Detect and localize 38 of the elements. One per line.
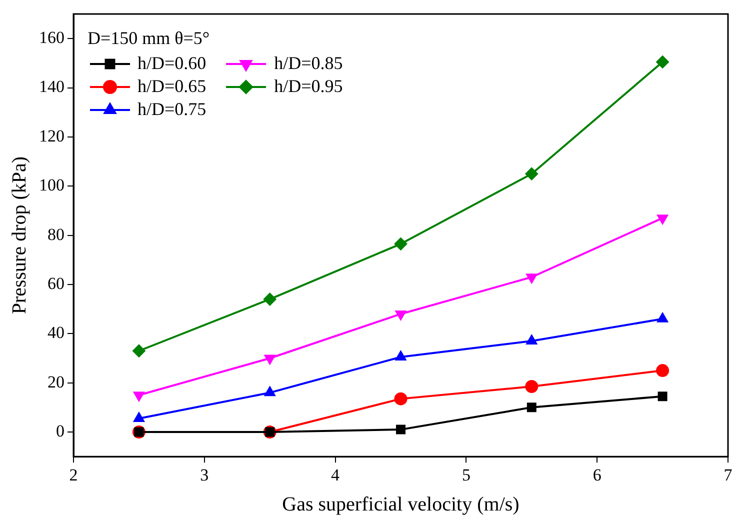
y-tick-label: 120 xyxy=(39,126,64,146)
x-axis-title: Gas superficial velocity (m/s) xyxy=(282,493,520,516)
x-tick-label: 6 xyxy=(592,465,602,484)
y-tick-label: 160 xyxy=(39,28,64,48)
point xyxy=(656,55,670,68)
x-tick-label: 7 xyxy=(724,465,733,484)
point xyxy=(525,167,538,180)
y-tick-label: 100 xyxy=(39,176,64,195)
point xyxy=(526,334,538,345)
point xyxy=(394,392,408,406)
x-tick-label: 5 xyxy=(462,465,470,484)
legend-label: h/D=0.60 xyxy=(138,53,206,74)
point xyxy=(394,237,408,250)
point xyxy=(263,292,276,306)
point xyxy=(656,364,670,378)
x-tick-label: 4 xyxy=(331,465,340,484)
point xyxy=(132,344,146,358)
point xyxy=(525,380,538,394)
y-tick-label: 60 xyxy=(48,274,64,293)
legend-label: h/D=0.85 xyxy=(274,53,343,74)
y-tick-label: 0 xyxy=(56,421,64,440)
y-axis-title: Pressure drop (kPa) xyxy=(8,156,30,314)
legend-title: D=150 mm θ=5° xyxy=(88,28,211,49)
point xyxy=(395,310,406,320)
point xyxy=(526,402,536,412)
x-tick-label: 3 xyxy=(200,465,209,484)
y-tick-label: 20 xyxy=(48,372,64,392)
y-tick-label: 80 xyxy=(48,224,64,244)
legend-label: h/D=0.75 xyxy=(138,99,206,120)
point xyxy=(395,350,406,361)
y-tick-label: 140 xyxy=(39,77,64,96)
y-tick-label: 40 xyxy=(48,323,64,342)
point xyxy=(396,424,406,434)
point xyxy=(264,386,276,396)
legend-label: h/D=0.65 xyxy=(138,76,206,97)
x-tick-label: 2 xyxy=(69,465,78,484)
legend-label: h/D=0.95 xyxy=(274,76,343,97)
point xyxy=(658,392,668,402)
